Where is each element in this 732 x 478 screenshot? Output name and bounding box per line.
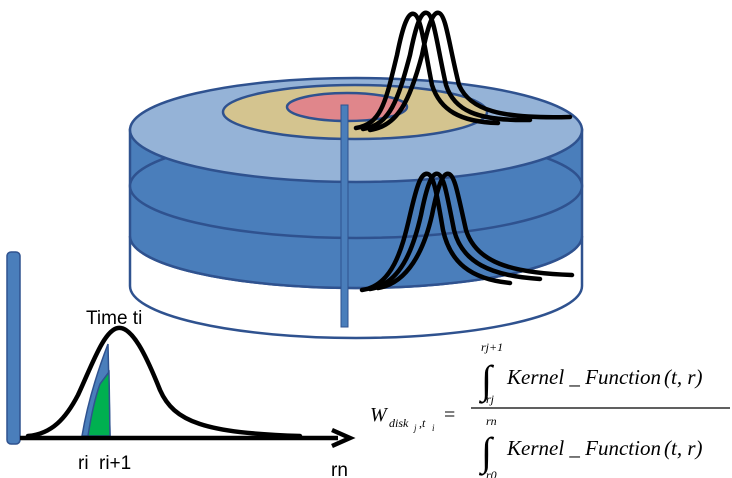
lower-kernel-curve-1 xyxy=(359,171,513,293)
weight-formula: W disk j ,t i = rj+1 ∫ rj Kernel _ Funct… xyxy=(370,340,730,478)
label-time-ti: Time ti xyxy=(86,308,142,329)
center-pole xyxy=(340,104,349,328)
upper-kernel-curves xyxy=(353,10,573,133)
label-rn: rn xyxy=(331,460,348,478)
formula-equals: = xyxy=(444,404,455,426)
formula-w: W xyxy=(370,404,389,426)
formula-w-sub-t: ,t xyxy=(419,416,426,430)
area-green-fill xyxy=(87,369,111,437)
formula-num-kernel: Kernel _ Function xyxy=(506,365,661,389)
lower-kernel-curve-2 xyxy=(367,171,543,292)
formula-num-args: (t, r) xyxy=(664,365,703,389)
plot-kernel-curve xyxy=(25,325,303,439)
label-ri-plus-1: ri+1 xyxy=(99,453,131,474)
formula-w-sub-j: j xyxy=(413,423,417,433)
formula-den-integral: ∫ xyxy=(478,429,495,476)
formula-den-upper-limit: rn xyxy=(486,414,497,428)
upper-kernel-curve-1 xyxy=(353,11,501,131)
lower-kernel-curves xyxy=(359,171,575,293)
plot-vertical-axis xyxy=(6,251,21,445)
plot-x-axis-arrowhead xyxy=(331,427,356,449)
formula-den-args: (t, r) xyxy=(664,436,703,460)
formula-w-sub-i: i xyxy=(432,423,435,433)
label-ri: ri xyxy=(78,453,89,474)
formula-num-upper-limit: rj+1 xyxy=(481,340,503,354)
kernel-plot: Time ti ri ri+1 rn xyxy=(6,251,356,478)
lower-kernel-curve-3 xyxy=(375,171,575,291)
formula-w-sub-disk: disk xyxy=(389,416,409,430)
formula-num-lower-limit: rj xyxy=(486,392,495,406)
disk-cylinder xyxy=(128,76,584,340)
formula-num-integral: ∫ xyxy=(478,357,495,404)
formula-den-lower-limit: r0 xyxy=(486,468,497,478)
upper-kernel-curve-2 xyxy=(360,10,533,132)
formula-den-kernel: Kernel _ Function xyxy=(506,436,661,460)
upper-kernel-curve-3 xyxy=(367,10,573,133)
